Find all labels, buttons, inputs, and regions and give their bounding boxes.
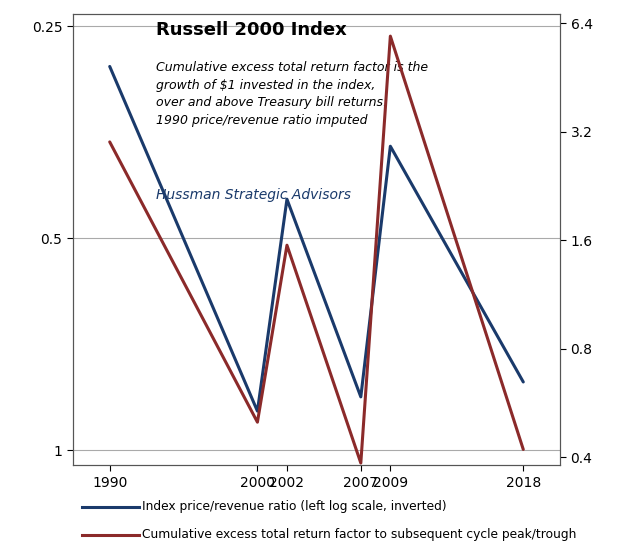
Text: Cumulative excess total return factor is the
growth of $1 invested in the index,: Cumulative excess total return factor is…	[156, 61, 428, 127]
Text: Index price/revenue ratio (left log scale, inverted): Index price/revenue ratio (left log scal…	[142, 500, 447, 514]
Text: Cumulative excess total return factor to subsequent cycle peak/trough: Cumulative excess total return factor to…	[142, 528, 577, 541]
Text: Hussman Strategic Advisors: Hussman Strategic Advisors	[156, 188, 351, 202]
Text: Russell 2000 Index: Russell 2000 Index	[156, 21, 346, 38]
